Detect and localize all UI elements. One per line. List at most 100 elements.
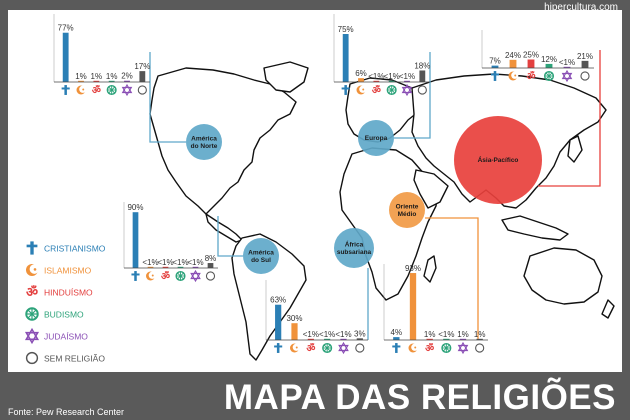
chart-icon	[386, 84, 397, 96]
bar	[207, 263, 214, 268]
data-label: 30%	[286, 314, 302, 323]
chart-icon	[561, 69, 573, 83]
data-label: <1%	[335, 330, 351, 339]
data-label: 2%	[121, 72, 133, 81]
data-label: <1%	[142, 258, 158, 267]
legend-label: CRISTIANISMO	[44, 244, 106, 254]
data-label: 63%	[270, 296, 286, 305]
svg-text:ॐ: ॐ	[161, 270, 170, 282]
chart-4: 90%<1%<1%ॐ<1%<1% 8%	[123, 202, 218, 283]
chart-5: 63%30%<1%ॐ<1% <1% 3%	[265, 280, 368, 355]
chart-icon	[131, 271, 140, 281]
data-label: <1%	[559, 58, 575, 67]
region-label: do Sul	[251, 257, 271, 264]
chart-icon	[146, 271, 156, 281]
region-label: Oriente	[396, 203, 419, 210]
chart-icon: ॐ	[526, 70, 535, 82]
star-of-david-icon	[24, 327, 40, 345]
data-label: 6%	[355, 69, 367, 78]
north-america-shape	[149, 67, 297, 215]
chart-icon	[290, 343, 300, 353]
region-label: América	[248, 249, 274, 256]
legend: CRISTIANISMO ISLAMISMO ॐ HINDUÍSMO BUDISMO JU…	[24, 241, 106, 365]
bar	[581, 60, 589, 68]
region-label: Europa	[365, 135, 388, 142]
bar	[62, 32, 69, 82]
legend-item: ॐ HINDUÍSMO	[26, 285, 93, 300]
region-circle[interactable]: Europa	[358, 120, 394, 156]
bar	[291, 323, 298, 340]
data-label: <1%	[399, 72, 415, 81]
bar	[426, 338, 433, 340]
data-label: 1%	[424, 330, 436, 339]
legend-label: HINDUÍSMO	[44, 288, 93, 298]
chart-icon	[338, 341, 349, 355]
connector-line	[217, 216, 243, 257]
central-america-shape	[205, 213, 243, 243]
chart-icon	[121, 83, 133, 97]
chart-icon	[356, 85, 367, 95]
svg-text:ॐ: ॐ	[526, 70, 535, 82]
bar	[358, 78, 364, 82]
bar	[527, 59, 535, 68]
data-label: <1%	[384, 72, 400, 81]
region-label: subsariana	[337, 249, 372, 256]
map-panel: 77% 1% 1% ॐ 1% 2% 17% 75% 6% <1% ॐ <1% <1% 18% 7% 24% 25…	[8, 10, 622, 372]
data-label: 90%	[127, 203, 143, 212]
region-label: América	[191, 135, 217, 142]
greenland-shape	[263, 61, 309, 93]
bar	[373, 80, 380, 82]
bar	[307, 338, 314, 340]
legend-item: SEM RELIGIÃO	[25, 351, 105, 365]
legend-item: CRISTIANISMO	[26, 241, 106, 255]
bar	[393, 337, 400, 340]
continent-outlines	[149, 61, 615, 361]
chart-icon	[401, 83, 413, 97]
data-label: 75%	[338, 25, 354, 34]
bar	[340, 338, 347, 340]
data-label: <1%	[187, 258, 203, 267]
om-icon: ॐ	[26, 285, 38, 300]
legend-item: JUDAÍSMO	[24, 327, 88, 345]
indonesia-shape	[501, 215, 569, 241]
chart-icon	[190, 269, 201, 283]
bar	[342, 34, 349, 82]
australia-shape	[523, 247, 603, 305]
chart-icon	[322, 342, 333, 354]
africa-shape	[339, 147, 439, 301]
chart-icon	[580, 71, 590, 81]
region-circle[interactable]: Ásia-Pacífico	[454, 116, 542, 204]
legend-label: JUDAÍSMO	[44, 332, 88, 342]
legend-item: BUDISMO	[25, 307, 84, 321]
bar-charts: 77%1% 1%ॐ1% 2%17%75%6% <1%ॐ<1% <1%18%7%24% 25…	[53, 14, 594, 355]
bar	[563, 66, 571, 68]
site-label[interactable]: hipercultura.com	[544, 2, 618, 13]
bar	[459, 338, 467, 340]
new-zealand-shape	[601, 299, 615, 319]
data-label: 17%	[134, 62, 150, 71]
bar	[388, 80, 395, 82]
bar	[162, 266, 169, 268]
bar	[491, 65, 499, 68]
data-label: 24%	[505, 51, 521, 60]
chart-icon	[441, 342, 452, 354]
bar	[404, 80, 410, 82]
data-label: 8%	[205, 254, 217, 263]
region-label: África	[345, 239, 364, 248]
chart-icon: ॐ	[92, 84, 101, 96]
svg-text:ॐ: ॐ	[26, 285, 38, 300]
chart-icon	[106, 84, 117, 96]
cross-icon	[26, 241, 38, 255]
bar	[476, 338, 483, 340]
data-label: 4%	[391, 328, 403, 337]
data-label: 77%	[58, 24, 74, 33]
source-label: Fonte: Pew Research Center	[8, 407, 125, 417]
chart-icon	[490, 71, 500, 81]
madagascar-shape	[423, 255, 437, 283]
chart-icon	[274, 343, 283, 353]
chart-icon	[408, 343, 419, 353]
